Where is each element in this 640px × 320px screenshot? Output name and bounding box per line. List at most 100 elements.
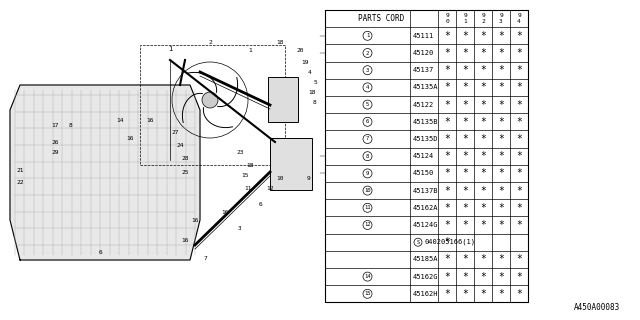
- Text: *: *: [516, 220, 522, 230]
- Text: *: *: [462, 48, 468, 58]
- Text: *: *: [462, 203, 468, 213]
- Text: *: *: [516, 134, 522, 144]
- Text: *: *: [498, 254, 504, 264]
- Text: *: *: [498, 272, 504, 282]
- Text: *: *: [498, 134, 504, 144]
- Text: 45111: 45111: [413, 33, 435, 39]
- Text: 16: 16: [221, 210, 228, 214]
- Text: 1: 1: [168, 46, 172, 52]
- Text: *: *: [480, 65, 486, 75]
- Text: 12: 12: [364, 222, 371, 228]
- Text: 10: 10: [364, 188, 371, 193]
- Bar: [268, 77, 298, 122]
- Text: *: *: [462, 168, 468, 179]
- Text: *: *: [480, 203, 486, 213]
- Text: 45150: 45150: [413, 170, 435, 176]
- Text: *: *: [462, 83, 468, 92]
- Text: 45135D: 45135D: [413, 136, 438, 142]
- Text: 18: 18: [308, 90, 316, 94]
- Text: A450A00083: A450A00083: [573, 303, 620, 312]
- Text: *: *: [462, 134, 468, 144]
- Text: 17: 17: [51, 123, 59, 127]
- Text: 9
0: 9 0: [445, 13, 449, 24]
- Text: *: *: [480, 117, 486, 127]
- Text: 18: 18: [276, 39, 284, 44]
- Text: *: *: [480, 168, 486, 179]
- Text: *: *: [480, 186, 486, 196]
- Text: 5: 5: [313, 79, 317, 84]
- Text: 6: 6: [366, 119, 369, 124]
- Text: *: *: [480, 100, 486, 109]
- Text: *: *: [444, 65, 450, 75]
- Text: 23: 23: [236, 149, 244, 155]
- Text: 1: 1: [248, 47, 252, 52]
- Text: *: *: [480, 48, 486, 58]
- Text: *: *: [498, 168, 504, 179]
- Text: *: *: [444, 289, 450, 299]
- Text: *: *: [462, 254, 468, 264]
- Text: 25: 25: [181, 170, 189, 174]
- Text: 9: 9: [306, 175, 310, 180]
- Text: *: *: [444, 117, 450, 127]
- Text: 15: 15: [241, 172, 249, 178]
- Text: *: *: [444, 237, 450, 247]
- Text: *: *: [444, 134, 450, 144]
- Text: 15: 15: [364, 291, 371, 296]
- Text: *: *: [498, 151, 504, 161]
- Text: 12: 12: [266, 186, 274, 190]
- Text: *: *: [480, 31, 486, 41]
- Text: 18: 18: [246, 163, 253, 167]
- Bar: [270, 138, 312, 190]
- Text: *: *: [516, 48, 522, 58]
- Text: *: *: [516, 117, 522, 127]
- Polygon shape: [10, 85, 200, 260]
- Text: 2: 2: [366, 51, 369, 55]
- Text: *: *: [498, 117, 504, 127]
- Text: 45185A: 45185A: [413, 256, 438, 262]
- Text: 16: 16: [147, 117, 154, 123]
- Text: *: *: [462, 186, 468, 196]
- Text: 1: 1: [366, 33, 369, 38]
- Text: *: *: [498, 203, 504, 213]
- Text: *: *: [516, 65, 522, 75]
- Text: 45162G: 45162G: [413, 274, 438, 280]
- Text: 45137: 45137: [413, 67, 435, 73]
- Text: 7: 7: [366, 137, 369, 141]
- Text: *: *: [498, 65, 504, 75]
- Text: *: *: [498, 100, 504, 109]
- Text: 45162H: 45162H: [413, 291, 438, 297]
- Text: 21: 21: [16, 167, 24, 172]
- Text: 20: 20: [296, 47, 304, 52]
- Text: *: *: [444, 254, 450, 264]
- Text: 45135A: 45135A: [413, 84, 438, 91]
- Text: *: *: [444, 203, 450, 213]
- Text: 9: 9: [366, 171, 369, 176]
- Text: *: *: [462, 65, 468, 75]
- Text: 19: 19: [301, 60, 308, 65]
- Text: *: *: [480, 289, 486, 299]
- Text: 9
2: 9 2: [481, 13, 485, 24]
- Text: PARTS CORD: PARTS CORD: [358, 14, 404, 23]
- Text: *: *: [444, 151, 450, 161]
- Text: *: *: [480, 272, 486, 282]
- Text: *: *: [516, 100, 522, 109]
- Text: 16: 16: [126, 135, 134, 140]
- Text: 28: 28: [181, 156, 189, 161]
- Text: *: *: [516, 272, 522, 282]
- Text: 2: 2: [208, 39, 212, 44]
- Text: 9
3: 9 3: [499, 13, 503, 24]
- Text: 4: 4: [366, 85, 369, 90]
- Text: *: *: [444, 48, 450, 58]
- Text: *: *: [462, 272, 468, 282]
- Text: 16: 16: [191, 218, 199, 222]
- Text: *: *: [480, 83, 486, 92]
- Text: *: *: [462, 31, 468, 41]
- Text: *: *: [462, 289, 468, 299]
- Text: *: *: [516, 31, 522, 41]
- Text: 29: 29: [51, 149, 59, 155]
- Text: *: *: [516, 203, 522, 213]
- Text: 14: 14: [364, 274, 371, 279]
- Text: 6: 6: [258, 203, 262, 207]
- Text: 9
4: 9 4: [517, 13, 521, 24]
- Text: *: *: [516, 289, 522, 299]
